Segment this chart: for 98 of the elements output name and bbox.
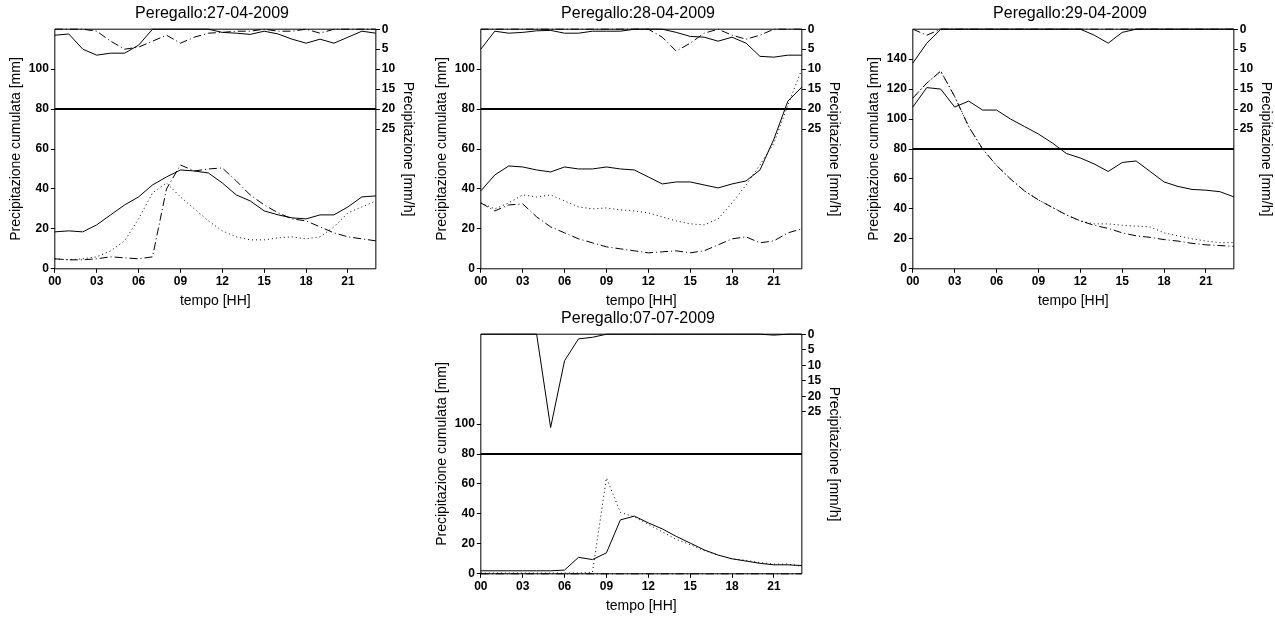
x-axis-title: tempo [HH]: [605, 597, 677, 614]
x-tick-label: 09: [599, 274, 614, 289]
x-tick-label: 12: [641, 274, 656, 289]
x-tick-label: 15: [683, 274, 698, 289]
y2-tick-label: 5: [807, 41, 815, 56]
x-tick-label: 00: [474, 579, 488, 594]
x-tick-label: 12: [641, 579, 656, 594]
x-axis-title: tempo [HH]: [1037, 292, 1109, 309]
y2-tick-label: 10: [807, 61, 822, 76]
x-tick-label: 18: [725, 579, 740, 594]
chart-title: Peregallo:29-04-2009: [993, 4, 1148, 22]
y2-tick-label: 0: [381, 21, 389, 36]
y-tick-label: 40: [461, 506, 476, 521]
x-tick-label: 18: [1157, 274, 1172, 289]
y-tick-label: 80: [893, 141, 908, 156]
y2-tick-label: 25: [807, 404, 822, 419]
y-tick-label: 40: [893, 201, 908, 216]
x-tick-label: 00: [906, 274, 920, 289]
y-tick-label: 100: [28, 61, 50, 76]
y-axis-title: Precipitazione cumulata [mm]: [433, 57, 450, 241]
y2-tick-label: 10: [807, 357, 822, 372]
y-tick-label: 80: [461, 446, 476, 461]
y-axis-title: Precipitazione cumulata [mm]: [433, 362, 450, 546]
x-tick-label: 21: [341, 274, 355, 289]
y-tick-label: 120: [886, 81, 908, 96]
y-tick-label: 40: [35, 181, 50, 196]
y-tick-label: 20: [461, 536, 476, 551]
y2-tick-label: 20: [1239, 101, 1254, 116]
x-tick-label: 21: [767, 579, 781, 594]
chart-title: Peregallo:27-04-2009: [135, 4, 290, 22]
y2-axis-title: Precipitazione [mm/h]: [1258, 81, 1275, 217]
chart-title: Peregallo:07-07-2009: [561, 309, 716, 327]
y2-tick-label: 15: [1239, 81, 1254, 96]
x-tick-label: 09: [173, 274, 188, 289]
x-tick-label: 18: [725, 274, 740, 289]
x-tick-label: 00: [48, 274, 62, 289]
y2-tick-label: 5: [1239, 41, 1247, 56]
x-tick-label: 15: [1115, 274, 1130, 289]
x-tick-label: 09: [599, 579, 614, 594]
y-tick-label: 80: [461, 101, 476, 116]
y-axis-title: Precipitazione cumulata [mm]: [7, 57, 24, 241]
y-tick-label: 20: [461, 221, 476, 236]
x-tick-label: 12: [1073, 274, 1088, 289]
x-tick-label: 21: [767, 274, 781, 289]
x-tick-label: 15: [257, 274, 272, 289]
y2-tick-label: 15: [807, 373, 822, 388]
y2-tick-label: 10: [381, 61, 396, 76]
x-tick-label: 03: [90, 274, 104, 289]
y-tick-label: 60: [461, 476, 476, 491]
y2-tick-label: 10: [1239, 61, 1254, 76]
x-tick-label: 03: [516, 274, 530, 289]
x-tick-label: 12: [215, 274, 230, 289]
y-tick-label: 100: [454, 416, 476, 431]
y2-tick-label: 0: [807, 326, 815, 341]
y2-tick-label: 5: [807, 342, 815, 357]
y-tick-label: 100: [886, 111, 908, 126]
x-tick-label: 03: [516, 579, 530, 594]
x-tick-label: 03: [948, 274, 962, 289]
y2-tick-label: 25: [807, 121, 822, 136]
x-tick-label: 18: [299, 274, 314, 289]
y2-tick-label: 0: [807, 21, 815, 36]
y2-tick-label: 25: [381, 121, 396, 136]
x-tick-label: 09: [1031, 274, 1046, 289]
x-tick-label: 15: [683, 579, 698, 594]
y-tick-label: 100: [454, 61, 476, 76]
y2-tick-label: 5: [381, 41, 389, 56]
x-tick-label: 00: [474, 274, 488, 289]
chart-title: Peregallo:28-04-2009: [561, 4, 716, 22]
y2-tick-label: 15: [807, 81, 822, 96]
y-tick-label: 0: [468, 566, 476, 581]
y2-tick-label: 20: [381, 101, 396, 116]
y2-tick-label: 15: [381, 81, 396, 96]
y-tick-label: 140: [886, 51, 908, 66]
y-tick-label: 80: [35, 101, 50, 116]
y-tick-label: 40: [461, 181, 476, 196]
x-tick-label: 21: [1199, 274, 1213, 289]
y-tick-label: 60: [35, 141, 50, 156]
y-tick-label: 60: [461, 141, 476, 156]
x-axis-title: tempo [HH]: [605, 292, 677, 309]
y2-tick-label: 0: [1239, 21, 1247, 36]
y2-tick-label: 20: [807, 101, 822, 116]
y2-axis-title: Precipitazione [mm/h]: [826, 81, 843, 217]
y2-axis-title: Precipitazione [mm/h]: [400, 81, 417, 217]
y-tick-label: 0: [42, 261, 50, 276]
x-tick-label: 06: [557, 579, 572, 594]
y-tick-label: 0: [468, 261, 476, 276]
x-tick-label: 06: [557, 274, 572, 289]
y-tick-label: 60: [893, 171, 908, 186]
y-axis-title: Precipitazione cumulata [mm]: [865, 57, 882, 241]
y-tick-label: 20: [893, 231, 908, 246]
y-tick-label: 0: [900, 261, 908, 276]
x-tick-label: 06: [131, 274, 146, 289]
y2-tick-label: 20: [807, 388, 822, 403]
y2-tick-label: 25: [1239, 121, 1254, 136]
x-axis-title: tempo [HH]: [179, 292, 251, 309]
y2-axis-title: Precipitazione [mm/h]: [826, 386, 843, 522]
x-tick-label: 06: [989, 274, 1004, 289]
y-tick-label: 20: [35, 221, 50, 236]
